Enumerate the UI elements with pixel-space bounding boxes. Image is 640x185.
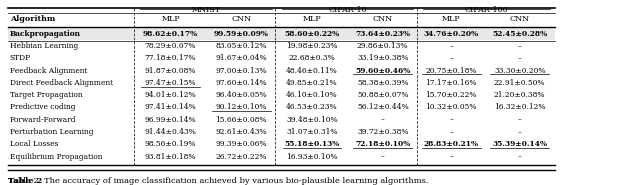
Text: Algorithm: Algorithm (10, 15, 55, 23)
Text: 91.87±0.08%: 91.87±0.08% (145, 67, 196, 75)
Text: –: – (449, 128, 453, 136)
Text: –: – (381, 153, 385, 161)
Text: 16.93±0.10%: 16.93±0.10% (286, 153, 338, 161)
Text: 77.18±0.17%: 77.18±0.17% (145, 54, 196, 62)
Text: CNN: CNN (231, 15, 252, 23)
Text: –: – (518, 116, 522, 124)
Text: Equilibrium Propagation: Equilibrium Propagation (10, 153, 102, 161)
Text: MLP: MLP (442, 15, 461, 23)
Text: 99.39±0.06%: 99.39±0.06% (216, 140, 267, 148)
Text: 28.83±0.21%: 28.83±0.21% (424, 140, 479, 148)
Text: MLP: MLP (303, 15, 321, 23)
Text: 46.10±0.10%: 46.10±0.10% (286, 91, 338, 99)
Text: 19.98±0.23%: 19.98±0.23% (286, 42, 338, 50)
Text: 58.38±0.39%: 58.38±0.39% (357, 79, 408, 87)
Text: 93.81±0.18%: 93.81±0.18% (145, 153, 196, 161)
Text: 35.39±0.14%: 35.39±0.14% (492, 140, 547, 148)
Text: 96.99±0.14%: 96.99±0.14% (145, 116, 196, 124)
Text: 26.72±0.22%: 26.72±0.22% (216, 153, 267, 161)
Text: 78.29±0.07%: 78.29±0.07% (145, 42, 196, 50)
Text: 52.45±0.28%: 52.45±0.28% (492, 30, 547, 38)
Text: 15.66±0.08%: 15.66±0.08% (216, 116, 267, 124)
Text: Perturbation Learning: Perturbation Learning (10, 128, 93, 136)
Text: 17.17±0.16%: 17.17±0.16% (426, 79, 477, 87)
Text: 20.75±0.18%: 20.75±0.18% (426, 67, 477, 75)
Text: Hebbian Learning: Hebbian Learning (10, 42, 78, 50)
Text: –: – (518, 42, 522, 50)
Text: 31.07±0.31%: 31.07±0.31% (286, 128, 338, 136)
Text: 90.12±0.10%: 90.12±0.10% (216, 103, 267, 111)
Bar (8, 28, 555, 40)
Text: 39.48±0.10%: 39.48±0.10% (286, 116, 338, 124)
Text: Direct Feedback Alignment: Direct Feedback Alignment (10, 79, 113, 87)
Text: 10.32±0.05%: 10.32±0.05% (426, 103, 477, 111)
Text: 50.88±0.07%: 50.88±0.07% (357, 91, 408, 99)
Text: 59.60±0.46%: 59.60±0.46% (355, 67, 410, 75)
Text: 97.00±0.13%: 97.00±0.13% (216, 67, 267, 75)
Text: Local Losses: Local Losses (10, 140, 58, 148)
Text: CIFAR-10: CIFAR-10 (328, 6, 367, 14)
Text: 21.20±0.38%: 21.20±0.38% (494, 91, 545, 99)
Text: Backpropagation: Backpropagation (10, 30, 81, 38)
Text: 55.18±0.13%: 55.18±0.13% (284, 140, 340, 148)
Text: MLP: MLP (161, 15, 180, 23)
Text: 48.46±0.11%: 48.46±0.11% (286, 67, 338, 75)
Text: 97.47±0.15%: 97.47±0.15% (145, 79, 196, 87)
Text: Target Propagation: Target Propagation (10, 91, 83, 99)
Text: 46.53±0.23%: 46.53±0.23% (286, 103, 338, 111)
Text: 29.86±0.13%: 29.86±0.13% (357, 42, 408, 50)
Text: CNN: CNN (509, 15, 530, 23)
Text: 97.41±0.14%: 97.41±0.14% (145, 103, 196, 111)
Text: –: – (518, 128, 522, 136)
Text: 94.01±0.12%: 94.01±0.12% (145, 91, 196, 99)
Text: 33.30±0.20%: 33.30±0.20% (494, 67, 545, 75)
Text: –: – (449, 42, 453, 50)
Text: 83.05±0.12%: 83.05±0.12% (216, 42, 267, 50)
Text: MNIST: MNIST (191, 6, 221, 14)
Text: 39.72±0.38%: 39.72±0.38% (357, 128, 408, 136)
Text: 33.19±0.38%: 33.19±0.38% (357, 54, 408, 62)
Text: CIFAR-100: CIFAR-100 (465, 6, 508, 14)
Text: 72.18±0.10%: 72.18±0.10% (355, 140, 410, 148)
Text: 96.40±0.05%: 96.40±0.05% (216, 91, 267, 99)
Text: 99.59±0.09%: 99.59±0.09% (214, 30, 269, 38)
Text: 22.68±0.3%: 22.68±0.3% (289, 54, 335, 62)
Text: 34.76±0.20%: 34.76±0.20% (424, 30, 479, 38)
Text: 56.12±0.44%: 56.12±0.44% (357, 103, 409, 111)
Text: 16.32±0.12%: 16.32±0.12% (494, 103, 545, 111)
Text: 22.91±0.50%: 22.91±0.50% (494, 79, 545, 87)
Text: Feedback Alignment: Feedback Alignment (10, 67, 87, 75)
Text: 15.70±0.22%: 15.70±0.22% (426, 91, 477, 99)
Text: CNN: CNN (372, 15, 393, 23)
Text: Table 2: Table 2 (8, 177, 42, 185)
Text: –: – (449, 116, 453, 124)
Text: Table 2  The accuracy of image classification achieved by various bio-plausible : Table 2 The accuracy of image classifica… (8, 177, 428, 185)
Text: Predictive coding: Predictive coding (10, 103, 75, 111)
Text: 73.64±0.23%: 73.64±0.23% (355, 30, 410, 38)
Text: 98.62±0.17%: 98.62±0.17% (143, 30, 198, 38)
Text: –: – (518, 54, 522, 62)
Text: –: – (449, 54, 453, 62)
Text: 92.61±0.43%: 92.61±0.43% (216, 128, 267, 136)
Text: 98.56±0.19%: 98.56±0.19% (145, 140, 196, 148)
Text: 91.44±0.43%: 91.44±0.43% (145, 128, 196, 136)
Text: STDP: STDP (10, 54, 31, 62)
Text: –: – (381, 116, 385, 124)
Text: Forward-Forward: Forward-Forward (10, 116, 76, 124)
Text: –: – (518, 153, 522, 161)
Text: 91.67±0.04%: 91.67±0.04% (216, 54, 267, 62)
Text: 49.85±0.21%: 49.85±0.21% (286, 79, 338, 87)
Text: –: – (449, 153, 453, 161)
Text: 97.60±0.14%: 97.60±0.14% (216, 79, 267, 87)
Text: 58.60±0.22%: 58.60±0.22% (284, 30, 340, 38)
